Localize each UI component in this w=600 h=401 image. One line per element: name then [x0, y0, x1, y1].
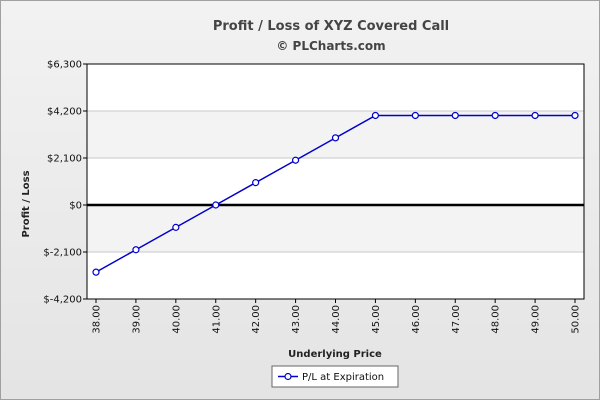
data-point — [451, 111, 459, 120]
x-tick-label: 44.00 — [331, 305, 342, 334]
data-point — [92, 268, 100, 276]
data-point — [252, 179, 260, 187]
legend-marker-swatch — [284, 372, 292, 381]
x-tick-label: 43.00 — [291, 305, 302, 334]
data-point — [331, 134, 340, 142]
data-point — [172, 223, 180, 231]
y-tick-label: $6,300 — [47, 60, 82, 71]
x-axis-title: Underlying Price — [288, 349, 382, 360]
data-points — [92, 111, 579, 276]
legend-label: P/L at Expiration — [302, 372, 384, 383]
data-point — [291, 156, 300, 164]
y-tick-label: $4,200 — [47, 107, 82, 118]
x-tick-label: 41.00 — [211, 305, 222, 334]
chart-title: Profit / Loss of XYZ Covered Call — [213, 19, 449, 34]
y-tick-label: $-2,100 — [43, 248, 82, 259]
x-tick-label: 50.00 — [571, 305, 582, 334]
data-point — [371, 111, 380, 120]
y-tick-label: $0 — [69, 201, 82, 212]
data-point — [212, 201, 220, 209]
data-point — [571, 111, 579, 120]
x-tick-label: 49.00 — [531, 305, 542, 334]
x-tick-label: 42.00 — [251, 305, 262, 334]
x-tick-label: 46.00 — [411, 305, 422, 334]
data-point — [411, 111, 419, 120]
plot-bands — [87, 111, 584, 252]
data-point — [132, 246, 140, 254]
y-tick-label: $2,100 — [47, 154, 82, 165]
x-tick-label: 47.00 — [451, 305, 462, 334]
x-tick-label: 45.00 — [371, 305, 382, 334]
y-tick-label: $-4,200 — [43, 295, 82, 306]
gridlines — [87, 110, 584, 253]
data-point — [491, 111, 499, 120]
y-axis-ticks: $6,300 $4,200 $2,100 $0 $-2,100 $-4,200 — [43, 60, 87, 306]
x-tick-label: 48.00 — [491, 305, 502, 334]
x-tick-label: 39.00 — [131, 305, 142, 334]
data-point — [531, 111, 539, 120]
legend: P/L at Expiration — [271, 365, 399, 388]
plot-area — [87, 64, 584, 299]
x-axis-ticks: 38.00 39.00 40.00 41.00 42.00 43.00 44.00 45.00… — [92, 299, 582, 334]
plot-band — [87, 205, 584, 252]
y-axis-title: Profit / Loss — [21, 170, 32, 237]
chart-subtitle: © PLCharts.com — [276, 39, 385, 53]
x-tick-label: 38.00 — [92, 305, 103, 334]
x-tick-label: 40.00 — [171, 305, 182, 334]
legend-box — [271, 365, 399, 388]
